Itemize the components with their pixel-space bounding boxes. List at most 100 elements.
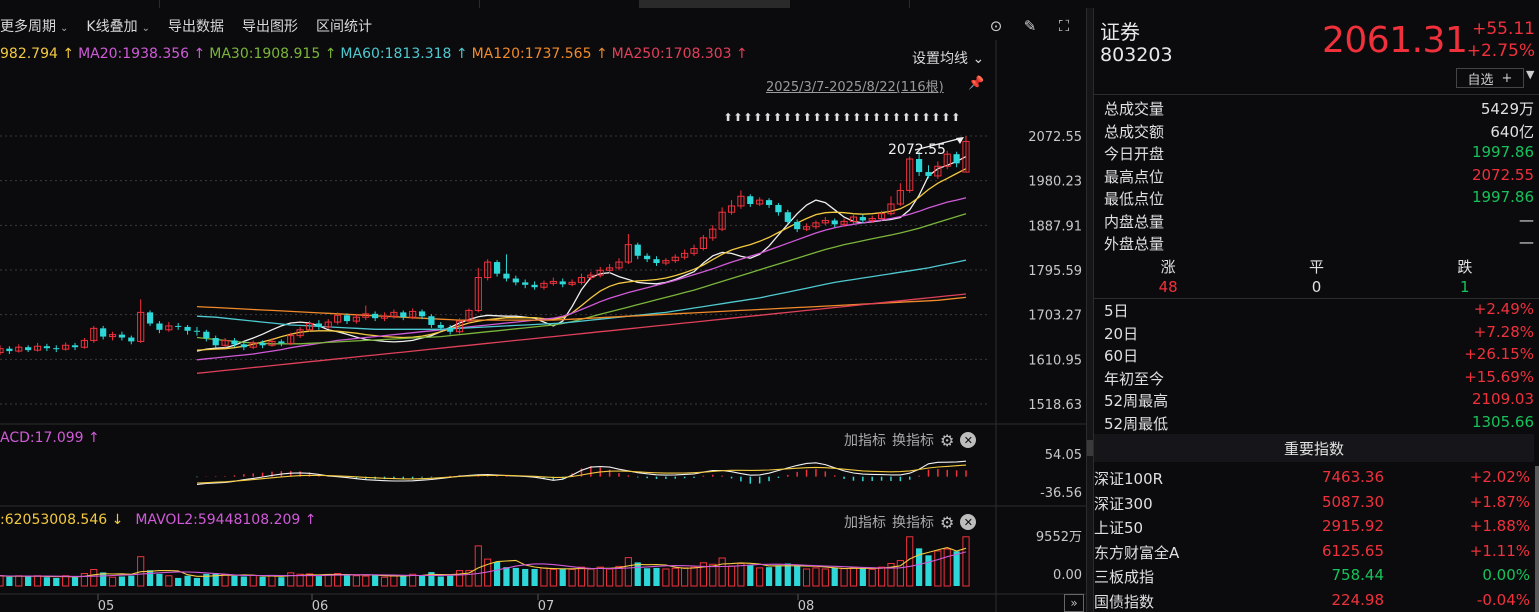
candle-body <box>906 158 914 191</box>
close-icon[interactable]: ✕ <box>960 514 977 530</box>
candle-body <box>372 313 379 319</box>
expand-icon[interactable]: » <box>1064 594 1084 612</box>
range-stats-button[interactable]: 区间统计 <box>315 19 372 35</box>
ma-legend-item: MA250:1708.303 ↑ <box>611 46 748 62</box>
add-favorite-button[interactable]: 自选 + <box>1456 68 1524 88</box>
pin-icon[interactable]: 📌 <box>968 76 985 91</box>
index-row[interactable]: 上证50 2915.92 +1.88% <box>1094 517 1534 541</box>
candle-body <box>62 344 70 350</box>
change-indicator-button[interactable]: 换指标 <box>892 433 934 449</box>
setup-ma-menu[interactable]: 设置均线 ⌄ <box>912 51 985 67</box>
fullscreen-icon[interactable]: ⛶ <box>1058 17 1070 35</box>
volume-bar <box>287 572 295 587</box>
collapse-circle-icon[interactable]: ⊙ <box>989 17 1003 35</box>
volume-bar <box>794 565 801 586</box>
volume-bar <box>53 577 60 586</box>
index-name: 东方财富全A <box>1094 543 1180 562</box>
volume-bar <box>802 568 811 587</box>
pane-divider[interactable] <box>1086 8 1094 612</box>
stat-row: 60日 +26.15% <box>1104 345 1534 367</box>
volume-bar <box>315 576 322 586</box>
kline-chart[interactable]: 2072.55 1980.23 1887.91 1795.59 1703.27 1610.… <box>0 0 1086 612</box>
gear-icon[interactable]: ⚙ <box>940 430 955 450</box>
volume-bar <box>727 565 736 587</box>
volume-bar <box>596 566 604 587</box>
candle-body <box>324 321 332 328</box>
index-row[interactable]: 东方财富全A 6125.65 +1.11% <box>1094 542 1534 566</box>
volume-bar <box>455 570 464 587</box>
chart-toolbar: 更多周期 ⌄ K线叠加 ⌄ 导出数据 导出图形 区间统计 ⊙ ✎ ⛶ <box>0 8 1086 44</box>
divider-grip[interactable] <box>1087 440 1093 456</box>
ma-legend-item: MA20:1938.356 ↑ <box>78 46 206 62</box>
stat-row: 20日 +7.28% <box>1104 323 1534 345</box>
candle-body <box>175 325 182 327</box>
close-icon[interactable]: ✕ <box>960 432 977 448</box>
chevron-down-icon[interactable]: ▼ <box>1526 68 1535 81</box>
ma-line-ma10 <box>196 168 967 351</box>
volume-bar <box>540 567 548 587</box>
macd-label: ACD:17.099 ↑ <box>0 430 100 446</box>
volume-bar <box>447 575 454 586</box>
stat-value: +7.28% <box>1473 322 1534 341</box>
candle-body <box>6 348 13 352</box>
volume-bar <box>352 575 360 587</box>
index-row[interactable]: 深证300 5087.30 +1.87% <box>1094 493 1534 517</box>
flat-count: 0 <box>1311 278 1322 296</box>
candle-body <box>962 140 970 173</box>
change-indicator-button[interactable]: 换指标 <box>892 515 934 531</box>
window-tab[interactable] <box>790 0 910 8</box>
window-tab-active[interactable] <box>640 0 790 8</box>
add-indicator-button[interactable]: 加指标 <box>844 515 886 531</box>
index-row[interactable]: 国债指数 224.98 -0.04% <box>1094 591 1534 612</box>
ma-legend-item: MA60:1813.318 ↑ <box>340 46 468 62</box>
candle-body <box>644 255 651 260</box>
volume-bar <box>15 575 23 587</box>
candle-body <box>334 314 342 323</box>
last-price: 2061.31 <box>1322 20 1468 61</box>
candle-body <box>455 320 464 333</box>
volume-bar <box>812 567 820 587</box>
index-price: 6125.65 <box>1321 541 1384 560</box>
candle-body <box>953 154 960 164</box>
volume-bar <box>203 573 210 586</box>
candle-body <box>690 248 698 254</box>
export-chart-button[interactable]: 导出图形 <box>241 19 298 35</box>
vol-y-label: 0.00 <box>1053 568 1082 583</box>
candle-body <box>400 312 407 318</box>
event-marker-icon: ⬆ <box>882 111 891 124</box>
volume-bar <box>118 576 126 586</box>
stat-label: 最高点位 <box>1104 167 1165 186</box>
candle-body <box>821 219 829 224</box>
window-tab[interactable] <box>480 0 640 8</box>
volume-bar <box>62 575 70 587</box>
candle-body <box>362 313 370 318</box>
index-row[interactable]: 深证100R 7463.36 +2.02% <box>1094 468 1534 492</box>
gear-icon[interactable]: ⚙ <box>940 512 955 532</box>
event-marker-icon: ⬆ <box>902 111 911 124</box>
y-tick-label: 2072.55 <box>1028 130 1082 145</box>
window-tab[interactable] <box>160 0 480 8</box>
candle-body <box>249 342 257 348</box>
brush-icon[interactable]: ✎ <box>1023 17 1037 35</box>
event-marker-icon: ⬆ <box>803 111 812 124</box>
volume-bar <box>108 576 117 587</box>
index-row[interactable]: 三板成指 758.44 0.00% <box>1094 566 1534 590</box>
more-periods-menu[interactable]: 更多周期 ⌄ <box>0 19 69 35</box>
add-indicator-button[interactable]: 加指标 <box>844 433 886 449</box>
volume-bar <box>512 567 519 586</box>
candle-body <box>934 165 942 177</box>
volume-bar <box>896 560 904 587</box>
candle-body <box>531 284 538 288</box>
candle-body <box>409 310 417 318</box>
export-data-button[interactable]: 导出数据 <box>167 19 224 35</box>
range-label[interactable]: 2025/3/7-2025/8/22(116根) <box>766 80 944 95</box>
window-tab[interactable] <box>0 0 160 8</box>
index-price: 2915.92 <box>1321 517 1384 535</box>
kline-overlay-menu[interactable]: K线叠加 ⌄ <box>86 19 150 35</box>
volume-bar <box>624 557 632 587</box>
y-tick-label: 1980.23 <box>1028 175 1082 190</box>
ma-line-ma250 <box>196 293 967 374</box>
candle-body <box>634 244 641 256</box>
chevron-down-icon: ⌄ <box>141 23 150 34</box>
scrollbar[interactable] <box>1535 466 1539 612</box>
